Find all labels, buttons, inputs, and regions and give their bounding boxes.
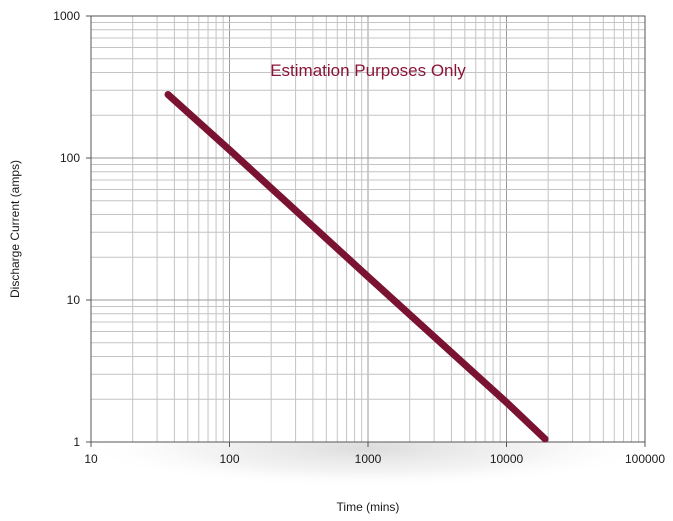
- x-axis-label: Time (mins): [337, 500, 400, 514]
- grid: [91, 16, 645, 442]
- x-tick-label: 1000: [355, 452, 382, 466]
- series-layer: [164, 91, 549, 443]
- x-tick-label: 100000: [625, 452, 665, 466]
- annotation-text: Estimation Purposes Only: [270, 61, 466, 80]
- x-tick-label: 10000: [490, 452, 524, 466]
- y-tick-label: 1000: [53, 9, 80, 23]
- y-axis-label: Discharge Current (amps): [8, 160, 22, 298]
- tick-labels: 10 100 1000 10000 100000 1 10 100 1000: [53, 9, 665, 466]
- y-tick-label: 100: [60, 151, 80, 165]
- discharge-curve: [164, 91, 549, 443]
- y-tick-label: 10: [67, 293, 81, 307]
- x-tick-label: 10: [84, 452, 98, 466]
- x-tick-label: 100: [219, 452, 239, 466]
- y-tick-label: 1: [73, 435, 80, 449]
